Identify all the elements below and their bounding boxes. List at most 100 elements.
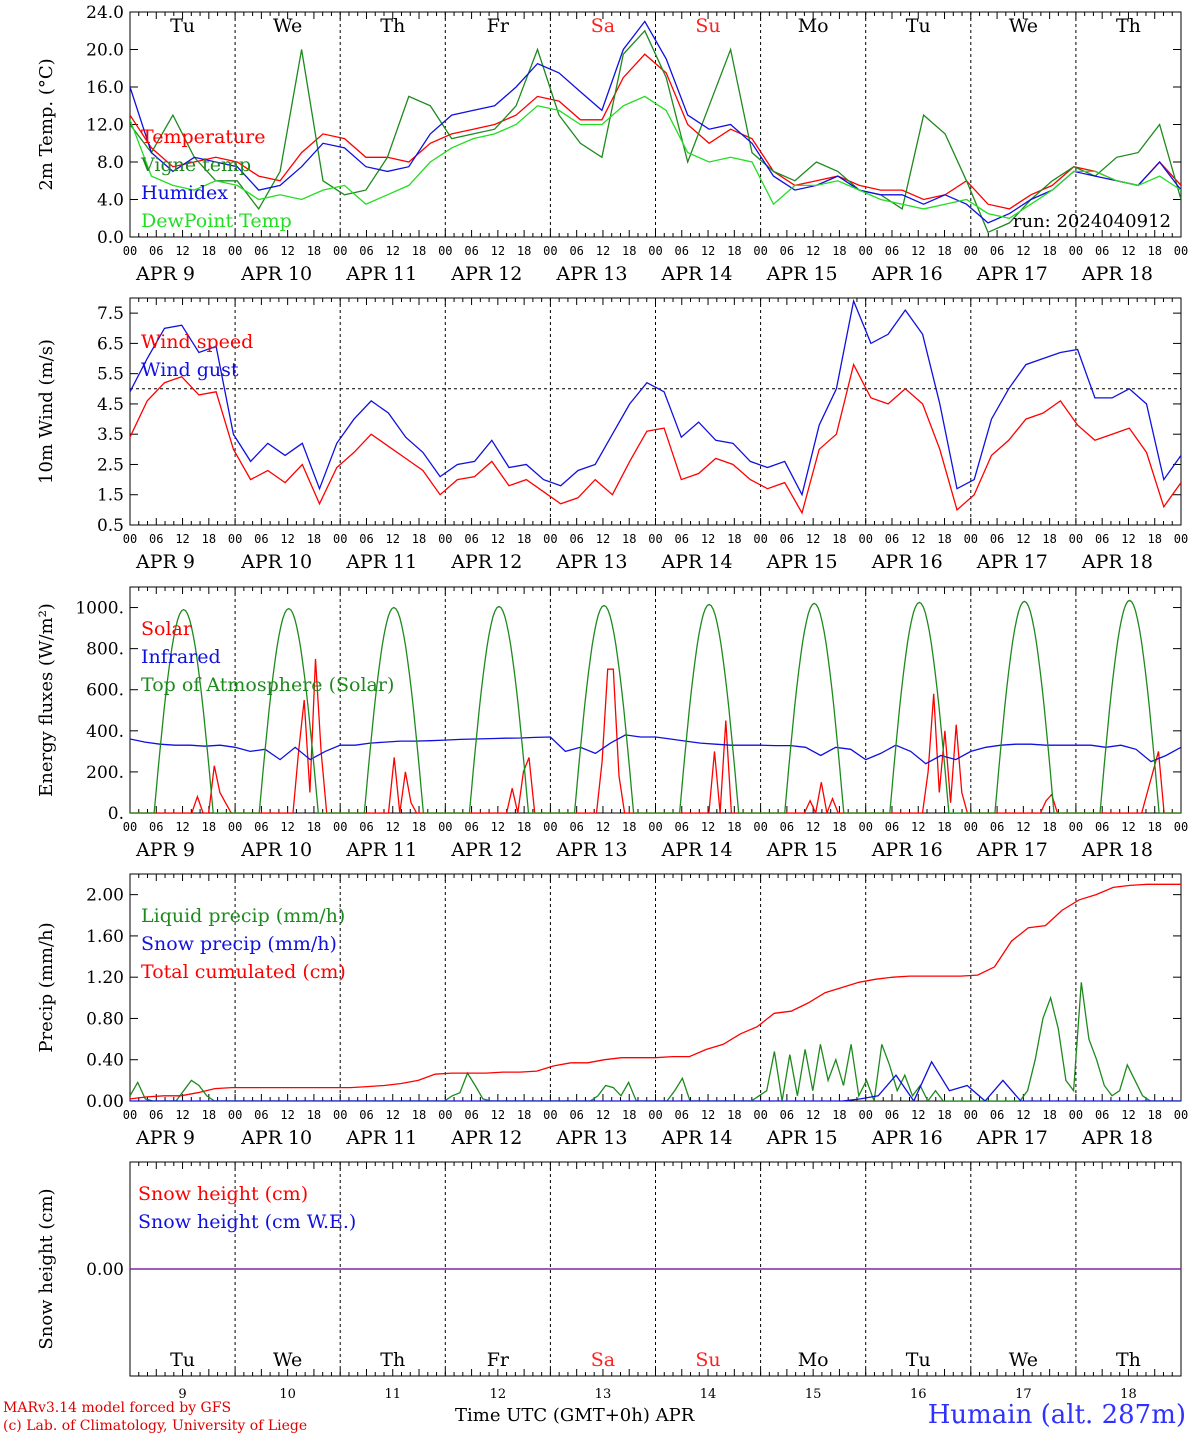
x-hour-label: 00 [123, 244, 137, 258]
x-hour-label: 18 [1147, 532, 1161, 546]
x-hour-label: 06 [464, 244, 478, 258]
x-date-label: APR 12 [450, 551, 522, 573]
x-hour-label: 06 [359, 1108, 373, 1122]
y-tick-label: 2.5 [97, 455, 124, 475]
chart-panel-4: 00 06 12 18 00 06 12 18 00 06 12 18 00 06 12 18 00 06 12 18… [36, 873, 1188, 1149]
x-hour-label: 12 [1016, 532, 1030, 546]
x-hour-label: 12 [491, 532, 505, 546]
y-tick-label: 0.80 [86, 1009, 124, 1029]
x-hour-label: 00 [333, 532, 347, 546]
x-hour-label: 06 [569, 1108, 583, 1122]
y-axis-label: 10m Wind (m/s) [36, 339, 57, 484]
x-hour-label: 18 [1042, 532, 1056, 546]
x-hour-label: 18 [1147, 1108, 1161, 1122]
x-hour-label: 12 [175, 1108, 189, 1122]
weekday-label: Tu [906, 15, 931, 37]
x-hour-label: 12 [175, 820, 189, 834]
x-hour-label: 06 [464, 1108, 478, 1122]
x-date-label: APR 13 [555, 1127, 627, 1149]
x-hour-label: 06 [780, 820, 794, 834]
x-hour-label: 18 [517, 244, 531, 258]
x-hour-label: 00 [1174, 1108, 1188, 1122]
x-hour-label: 00 [543, 1108, 557, 1122]
x-hour-label: 12 [1121, 820, 1135, 834]
x-hour-label: 00 [964, 244, 978, 258]
y-tick-label: 1.20 [86, 968, 124, 988]
x-hour-label: 00 [123, 1108, 137, 1122]
x-hour-label: 12 [280, 820, 294, 834]
x-date-label: APR 18 [1081, 839, 1153, 861]
x-date-label: APR 11 [345, 839, 417, 861]
weekday-label: We [273, 1349, 302, 1371]
x-hour-label: 06 [254, 1108, 268, 1122]
x-hour-label: 18 [1042, 244, 1056, 258]
x-hour-label: 00 [753, 820, 767, 834]
legend-solar: Solar [141, 618, 193, 640]
day-number-label: 12 [490, 1387, 507, 1402]
series-line-total-cumulated-cm [130, 883, 1181, 1100]
x-hour-label: 18 [1042, 1108, 1056, 1122]
x-hour-label: 06 [569, 532, 583, 546]
x-hour-label: 06 [675, 532, 689, 546]
x-hour-label: 00 [858, 1108, 872, 1122]
legend-top-of-atmosphere-solar: Top of Atmosphere (Solar) [141, 674, 394, 696]
series-line-solar [130, 658, 1181, 813]
y-tick-label: 800. [86, 640, 124, 660]
x-date-label: APR 14 [661, 551, 733, 573]
legend-wind-speed: Wind speed [141, 331, 253, 353]
y-tick-label: 7.5 [97, 304, 124, 324]
series-group [130, 298, 1181, 515]
x-hour-label: 18 [1147, 820, 1161, 834]
x-hour-label: 06 [990, 1108, 1004, 1122]
y-tick-label: 0.00 [86, 1260, 124, 1280]
x-date-label: APR 9 [135, 839, 195, 861]
legend-humidex: Humidex [141, 182, 228, 204]
x-hour-label: 12 [806, 1108, 820, 1122]
x-date-label: APR 15 [766, 263, 838, 285]
y-axis-label: Precip (mm/h) [36, 922, 57, 1052]
x-date-label: APR 10 [240, 551, 312, 573]
x-hour-label: 00 [438, 244, 452, 258]
weekday-label: Tu [170, 1349, 195, 1371]
x-hour-label: 00 [123, 532, 137, 546]
x-hour-label: 12 [911, 820, 925, 834]
x-hour-label: 18 [937, 244, 951, 258]
x-hour-label: 12 [386, 1108, 400, 1122]
model-credit: MARv3.14 model forced by GFS [3, 1400, 232, 1416]
day-number-label: 10 [279, 1387, 296, 1402]
x-hour-label: 12 [596, 244, 610, 258]
x-hour-label: 00 [753, 244, 767, 258]
x-date-label: APR 15 [766, 839, 838, 861]
x-hour-label: 00 [858, 244, 872, 258]
x-hour-label: 00 [1069, 1108, 1083, 1122]
x-hour-label: 06 [1095, 1108, 1109, 1122]
x-hour-label: 00 [648, 1108, 662, 1122]
series-group [130, 20, 1181, 234]
y-tick-label: 8.0 [97, 153, 124, 173]
x-hour-label: 00 [228, 1108, 242, 1122]
x-hour-label: 06 [254, 820, 268, 834]
x-hour-label: 06 [780, 244, 794, 258]
weekday-label: Th [380, 1349, 405, 1371]
x-hour-label: 12 [175, 532, 189, 546]
legend-dewpoint-temp: DewPoint Temp [141, 210, 292, 232]
x-hour-label: 06 [254, 244, 268, 258]
y-axis-label: 2m Temp. (°C) [36, 58, 57, 190]
x-hour-label: 18 [307, 532, 321, 546]
x-hour-label: 12 [280, 1108, 294, 1122]
x-hour-label: 00 [1174, 532, 1188, 546]
x-hour-label: 18 [832, 244, 846, 258]
y-tick-label: 6.5 [97, 334, 124, 354]
x-hour-label: 12 [175, 244, 189, 258]
y-axis-label: Snow height (cm) [36, 1188, 57, 1349]
x-date-label: APR 17 [976, 263, 1048, 285]
x-hour-label: 00 [1069, 244, 1083, 258]
x-hour-label: 06 [990, 532, 1004, 546]
day-number-label: 14 [700, 1387, 717, 1402]
credits: MARv3.14 model forced by GFS (c) Lab. of… [3, 1399, 307, 1435]
x-hour-label: 18 [727, 1108, 741, 1122]
x-hour-label: 18 [727, 820, 741, 834]
x-hour-label: 06 [569, 244, 583, 258]
series-group [130, 883, 1181, 1101]
